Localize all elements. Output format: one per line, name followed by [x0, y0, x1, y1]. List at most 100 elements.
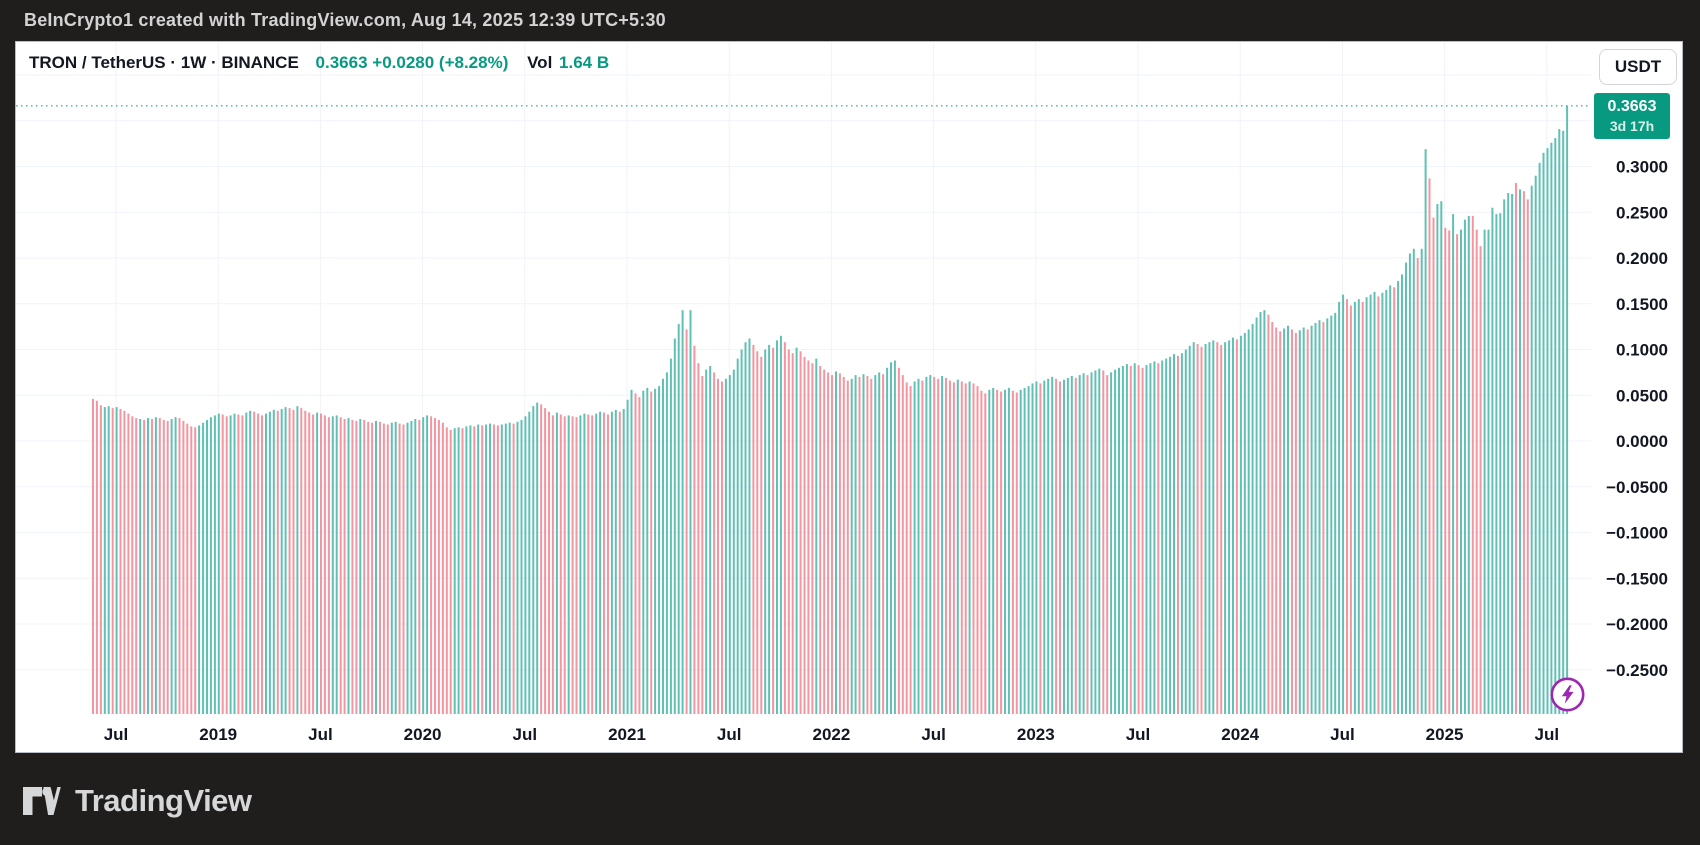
price-bar: [721, 381, 723, 714]
price-bar: [540, 404, 543, 714]
price-bar: [1243, 333, 1246, 714]
time-axis[interactable]: Jul 2019 Jul 2020 Jul 2021 Jul 2022 Jul 2023 Jul 20…: [104, 725, 1559, 744]
instant-trading-button[interactable]: [1549, 676, 1586, 713]
price-bar: [296, 406, 299, 714]
price-bar: [992, 387, 995, 714]
price-bar: [1157, 363, 1160, 714]
price-bar: [571, 416, 574, 714]
price-bar: [842, 376, 845, 714]
price-bar: [980, 390, 983, 714]
price-bar: [921, 380, 924, 714]
x-tick-label: Jul: [1330, 725, 1355, 744]
price-badge-value: 0.3663: [1607, 98, 1657, 115]
price-bar: [1153, 361, 1156, 714]
price-bar: [257, 413, 260, 714]
price-bar: [316, 412, 319, 714]
price-bar: [434, 418, 436, 714]
price-bar: [1224, 342, 1227, 714]
price-bar: [1365, 297, 1368, 714]
price-bar: [1007, 387, 1010, 714]
price-bar: [1306, 329, 1309, 714]
price-bar: [280, 409, 283, 714]
price-bar: [339, 417, 342, 714]
price-bar: [1487, 229, 1490, 714]
price-axis[interactable]: 0.3000 0.2500 0.2000 0.1500 0.1000 0.0500 0.00…: [1606, 158, 1668, 680]
price-bar: [1023, 387, 1026, 714]
price-bar: [905, 382, 908, 714]
price-bar: [1448, 230, 1451, 714]
price-bar: [1263, 310, 1266, 714]
price-bar: [756, 351, 759, 714]
price-bar: [461, 428, 464, 714]
symbol-header: TRON / TetherUS · 1W · BINANCE 0.3663 +0…: [29, 53, 609, 73]
price-bar: [437, 420, 440, 714]
price-bar: [135, 418, 138, 714]
price-bar: [422, 417, 425, 714]
price-bar: [575, 417, 578, 714]
price-bar: [284, 407, 287, 714]
price-bar: [1420, 248, 1423, 714]
price-bar: [890, 362, 892, 714]
price-bar: [949, 380, 951, 714]
y-tick-label: 0.0500: [1616, 386, 1668, 405]
price-bar: [870, 378, 873, 714]
price-bar: [1330, 315, 1333, 714]
price-bar: [1063, 379, 1065, 714]
price-bar: [477, 424, 480, 714]
price-bar: [241, 415, 244, 714]
price-bar: [642, 390, 645, 714]
price-bar: [1173, 354, 1175, 714]
price-bar: [1015, 392, 1018, 714]
price-bar: [1212, 340, 1215, 714]
price-bar: [1467, 215, 1470, 714]
price-bar: [768, 344, 771, 714]
price-bar: [548, 411, 550, 714]
price-bar: [795, 347, 798, 714]
price-bar: [1534, 175, 1537, 714]
price-bar: [229, 415, 232, 714]
price-bar: [650, 391, 653, 714]
price-bar: [1196, 344, 1199, 714]
price-bar: [1294, 333, 1297, 714]
price-bar: [1507, 193, 1510, 714]
price-bar: [1503, 199, 1506, 714]
price-bar: [1086, 375, 1089, 714]
price-bar: [1121, 366, 1124, 714]
symbol-title[interactable]: TRON / TetherUS · 1W · BINANCE: [29, 53, 299, 72]
price-bar: [1381, 292, 1384, 714]
price-bar: [1558, 129, 1561, 714]
price-bar: [154, 417, 157, 714]
price-bar: [669, 358, 672, 714]
currency-toggle-button[interactable]: USDT: [1599, 49, 1677, 85]
price-bar: [728, 375, 731, 714]
price-bar: [1566, 106, 1569, 715]
price-bar: [272, 409, 275, 714]
price-bar: [952, 382, 955, 714]
price-bar: [1251, 323, 1254, 714]
price-bar: [1169, 356, 1172, 714]
price-chart[interactable]: Jul 2019 Jul 2020 Jul 2021 Jul 2022 Jul 2023 Jul 20…: [16, 42, 1682, 752]
price-bar: [1094, 370, 1097, 714]
price-bar: [913, 381, 916, 714]
tradingview-logo[interactable]: TradingView: [22, 783, 252, 819]
price-bar: [308, 412, 311, 714]
price-bar: [882, 374, 885, 714]
price-bar: [1416, 258, 1419, 714]
price-bar: [92, 398, 94, 714]
price-bar: [265, 413, 267, 714]
price-bar: [398, 423, 401, 714]
price-bar: [1428, 178, 1431, 714]
price-bar: [1188, 345, 1191, 714]
price-bar: [524, 416, 527, 714]
price-bar: [190, 426, 193, 714]
price-bar: [988, 389, 991, 714]
price-bar: [984, 393, 987, 714]
price-bar: [1047, 378, 1050, 714]
price-bar: [489, 423, 491, 714]
price-bar: [1471, 215, 1474, 714]
price-bar: [831, 375, 833, 714]
price-bar: [941, 376, 944, 714]
chart-panel: Jul 2019 Jul 2020 Jul 2021 Jul 2022 Jul 2023 Jul 20…: [15, 41, 1683, 753]
price-bar: [465, 426, 468, 714]
price-bar: [178, 418, 181, 714]
